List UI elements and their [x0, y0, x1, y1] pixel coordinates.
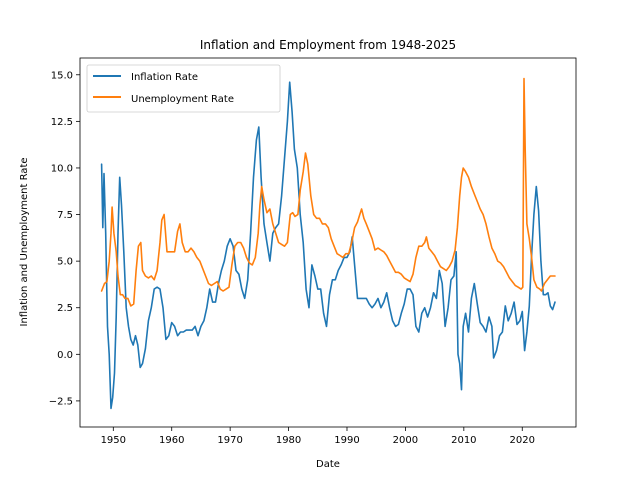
x-axis: 1950 1960 1970 1980 1990 2000 2010 2020 [101, 427, 535, 446]
plot-frame [79, 57, 577, 428]
y-tick-label: 10.0 [51, 163, 73, 174]
x-tick-label: 2020 [510, 435, 535, 446]
y-tick-label: −2.5 [49, 396, 73, 407]
x-tick-label: 2000 [393, 435, 418, 446]
x-tick-label: 1990 [334, 435, 359, 446]
legend-label-inflation: Inflation Rate [131, 72, 198, 83]
x-tick-label: 1980 [276, 435, 301, 446]
series-line-inflation-rate [100, 81, 556, 410]
y-axis: −2.5 0.0 2.5 5.0 7.5 10.0 12.5 15.0 [49, 70, 80, 407]
y-axis-label: Inflation and Unemployment Rate [19, 157, 30, 326]
x-tick-label: 1950 [101, 435, 126, 446]
y-tick-label: 2.5 [57, 303, 73, 314]
legend-box [86, 64, 281, 113]
x-tick-label: 1960 [159, 435, 184, 446]
y-tick-label: 0.0 [57, 350, 73, 361]
y-tick-label: 12.5 [51, 117, 73, 128]
chart-title: Inflation and Employment from 1948-2025 [200, 38, 456, 52]
y-tick-label: 7.5 [57, 210, 73, 221]
legend: Inflation Rate Unemployment Rate [86, 64, 281, 113]
legend-label-unemployment: Unemployment Rate [131, 94, 234, 105]
x-tick-label: 2010 [451, 435, 476, 446]
x-axis-label: Date [316, 459, 340, 470]
series-line-unemployment-rate [100, 77, 556, 307]
x-tick-label: 1970 [217, 435, 242, 446]
y-tick-label: 15.0 [51, 70, 73, 81]
y-tick-label: 5.0 [57, 257, 73, 268]
plot-series [100, 77, 556, 410]
